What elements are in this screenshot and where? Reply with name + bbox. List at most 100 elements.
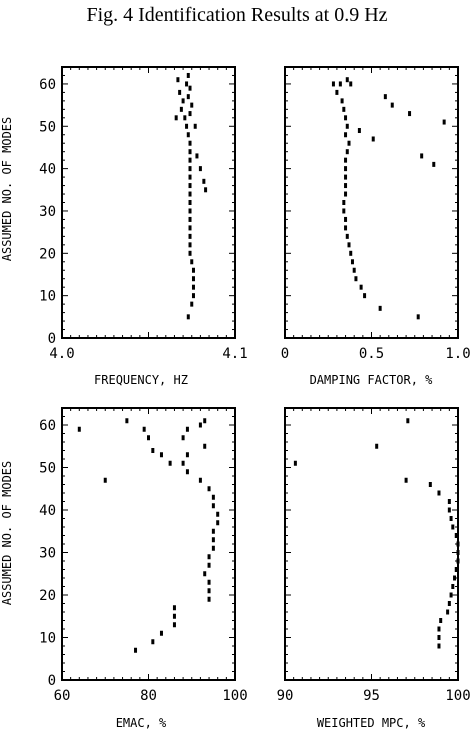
data-point-emac [198,477,202,483]
data-point-frequency [186,94,190,100]
data-point-emac [207,554,211,560]
data-point-emac [207,486,211,492]
data-point-mpc [456,558,460,564]
y-tick-label-emac: 0 [48,673,56,689]
data-point-frequency [178,89,182,95]
data-point-frequency [188,233,192,239]
data-point-emac [172,622,176,628]
data-point-mpc [456,550,460,555]
y-tick-label-frequency: 40 [39,162,56,178]
data-point-damping [442,119,446,125]
data-point-emac [181,460,185,466]
data-point-frequency [188,191,192,197]
data-point-damping [352,267,356,273]
data-point-emac [203,443,207,449]
data-point-frequency [188,225,192,231]
data-point-damping [347,140,351,146]
data-point-mpc [451,524,455,530]
x-tick-label-damping: 1.0 [445,346,470,362]
data-point-mpc [453,575,457,581]
data-point-frequency [188,157,192,163]
y-tick-label-frequency: 50 [39,119,56,135]
data-point-mpc [447,507,451,513]
data-point-damping [344,183,348,189]
data-point-damping [408,111,412,117]
data-point-frequency [185,123,189,129]
data-point-damping [349,250,353,256]
y-tick-label-emac: 30 [39,546,56,562]
data-point-frequency [198,166,202,172]
data-point-emac [151,639,155,645]
data-point-emac [168,460,172,466]
data-point-emac [77,426,81,432]
data-point-frequency [190,259,194,265]
data-point-frequency [204,187,208,193]
data-point-emac [172,613,176,619]
x-tick-label-emac: 60 [54,688,71,704]
figure-title: Fig. 4 Identification Results at 0.9 Hz [86,4,388,26]
x-axis-label-frequency: FREQUENCY, HZ [94,373,188,387]
data-point-damping [345,233,349,239]
data-point-mpc [437,635,441,640]
data-point-emac [159,630,163,636]
data-point-emac [181,435,185,441]
data-point-emac [185,426,189,432]
data-point-damping [344,132,348,138]
data-point-mpc [437,643,441,649]
x-tick-label-emac: 80 [140,688,157,704]
data-point-frequency [186,314,190,320]
data-point-damping [340,98,344,104]
data-point-mpc [451,584,455,589]
data-point-damping [350,259,354,265]
y-tick-label-frequency: 30 [39,204,56,220]
plot-frame-damping [284,66,459,339]
data-point-damping [344,191,348,197]
y-tick-label-frequency: 10 [39,289,56,305]
data-point-damping [345,149,349,155]
y-tick-label-frequency: 20 [39,246,56,262]
y-tick-label-emac: 40 [39,503,56,519]
x-tick-label-mpc: 100 [445,688,470,704]
data-point-mpc [449,516,453,521]
data-point-frequency [188,166,192,172]
x-axis-label-emac: EMAC, % [115,716,167,730]
data-point-emac [216,511,220,517]
data-point-mpc [437,490,441,496]
data-point-frequency [186,132,190,138]
data-point-damping [331,81,335,87]
data-point-damping [342,208,346,214]
data-point-damping [344,166,348,172]
data-point-frequency [191,293,195,299]
data-point-emac [151,448,155,453]
data-point-mpc [456,541,460,547]
data-point-mpc [375,443,379,449]
data-point-emac [216,520,220,526]
data-point-damping [344,216,348,222]
data-point-frequency [188,200,192,205]
data-point-frequency [191,284,195,290]
data-point-frequency [183,115,187,121]
data-point-frequency [186,72,190,78]
data-point-frequency [188,183,192,189]
data-point-damping [354,276,358,282]
x-tick-label-mpc: 95 [363,688,380,704]
data-point-damping [345,123,349,129]
data-point-frequency [179,106,183,112]
data-point-emac [207,596,211,602]
data-point-damping [338,81,342,87]
data-point-frequency [185,81,189,87]
data-point-emac [207,562,211,568]
data-point-damping [347,242,351,248]
data-point-frequency [188,111,192,117]
data-point-emac [211,494,215,500]
data-point-emac [211,545,215,551]
plot-frame-mpc [284,407,459,681]
data-point-damping [344,157,348,163]
data-point-damping [342,106,346,112]
data-point-emac [142,426,146,432]
x-tick-label-mpc: 90 [277,688,294,704]
y-tick-label-frequency: 60 [39,77,56,93]
data-point-frequency [181,98,185,104]
data-point-frequency [188,250,192,256]
data-point-mpc [428,482,432,487]
